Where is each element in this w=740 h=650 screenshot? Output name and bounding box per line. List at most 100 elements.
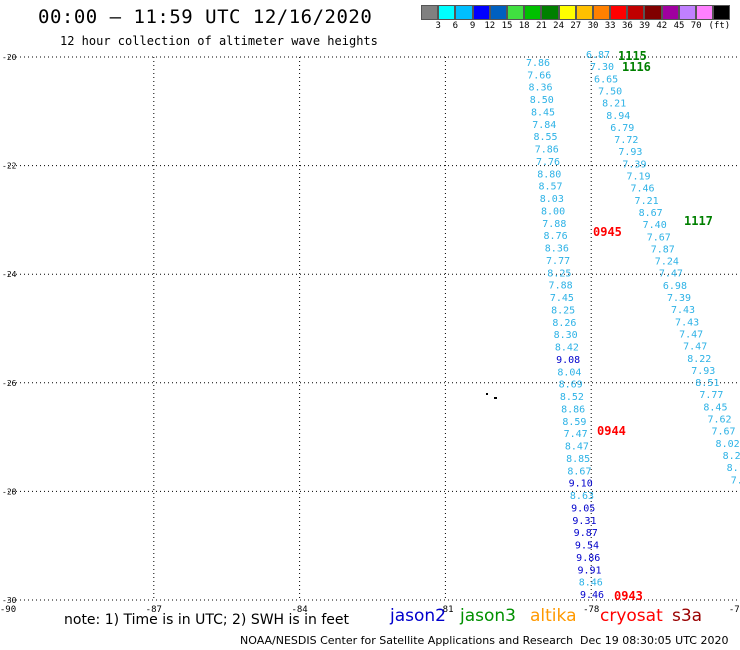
swh-value-b: 8.02 xyxy=(716,439,740,450)
swh-value-b: 8.94 xyxy=(606,111,630,122)
swh-value-b: 7.50 xyxy=(598,86,622,97)
map-subtitle: 12 hour collection of altimeter wave hei… xyxy=(60,34,378,48)
legend-label: 21 xyxy=(535,21,547,31)
swh-value-a: 8.86 xyxy=(561,404,585,415)
swh-value-a: 7.88 xyxy=(549,281,573,292)
swh-value-a: 9.05 xyxy=(571,503,595,514)
swh-value-a: 8.46 xyxy=(579,578,603,589)
swh-value-b: 6.79 xyxy=(610,123,634,134)
swh-value-b: 7.24 xyxy=(655,257,679,268)
legend-swatch xyxy=(575,5,593,20)
swh-value-b: 8.51 xyxy=(695,378,719,389)
swh-value-b: 8.2 xyxy=(723,451,740,462)
swh-value-b: 7.43 xyxy=(671,305,695,316)
swh-value-b: 7.47 xyxy=(683,342,707,353)
legend-swatch xyxy=(696,5,714,20)
swh-value-a: 8.04 xyxy=(557,367,581,378)
legend-label: 39 xyxy=(639,21,651,31)
swh-value-b: 7.72 xyxy=(614,135,638,146)
swh-value-b: 7.40 xyxy=(643,220,667,231)
swh-value-b: 8.67 xyxy=(639,208,663,219)
swh-value-b: 7.87 xyxy=(651,244,675,255)
swh-value-a: 9.31 xyxy=(572,516,596,527)
swh-value-b: 8.1 xyxy=(727,463,740,474)
color-legend xyxy=(421,5,731,20)
swh-value-b: 7.47 xyxy=(679,329,703,340)
swh-value-b: 6.65 xyxy=(594,74,618,85)
legend-swatch xyxy=(627,5,645,20)
credit-line: NOAA/NESDIS Center for Satellite Applica… xyxy=(240,634,574,647)
swh-value-b: 7.47 xyxy=(659,269,683,280)
x-tick-label: -84 xyxy=(291,605,307,615)
y-tick-label: -22 xyxy=(2,162,17,171)
swh-value-a: 8.59 xyxy=(562,417,586,428)
legend-swatch xyxy=(541,5,559,20)
swh-value-a: 8.36 xyxy=(545,244,569,255)
swh-value-a: 9.08 xyxy=(556,355,580,366)
swh-value-b: 7.46 xyxy=(631,184,655,195)
swh-value-a: 9.10 xyxy=(569,479,593,490)
legend-swatch xyxy=(592,5,611,20)
swh-value-a: 8.36 xyxy=(528,83,552,94)
generation-timestamp: Dec 19 08:30:05 UTC 2020 xyxy=(580,634,729,647)
swh-value-a: 8.50 xyxy=(530,95,554,106)
swh-value-a: 8.69 xyxy=(559,380,583,391)
legend-label: 15 xyxy=(501,21,513,31)
swh-value-b: 8.45 xyxy=(703,402,727,413)
legend-label: 6 xyxy=(452,21,459,31)
swh-value-a: 8.80 xyxy=(537,169,561,180)
swh-value-a: 8.00 xyxy=(541,206,565,217)
legend-label: 45 xyxy=(673,21,685,31)
swh-value-a: 7.77 xyxy=(546,256,570,267)
legend-label: 27 xyxy=(570,21,582,31)
legend-swatch xyxy=(678,5,696,20)
swh-value-a: 7.45 xyxy=(550,293,574,304)
legend-swatch xyxy=(558,5,576,20)
swh-value-a: 8.47 xyxy=(565,442,589,453)
swh-value-a: 7.86 xyxy=(535,145,559,156)
footer-note: note: 1) Time is in UTC; 2) SWH is in fe… xyxy=(64,612,350,628)
swh-value-b: 7.39 xyxy=(622,159,646,170)
x-tick-label: -75 xyxy=(729,605,740,615)
swh-value-a: 9.87 xyxy=(574,528,598,539)
swh-value-a: 7.76 xyxy=(536,157,560,168)
legend-swatch xyxy=(661,5,679,20)
y-tick-label: -24 xyxy=(2,270,17,279)
swh-value-b: 7.93 xyxy=(618,147,642,158)
legend-label: 18 xyxy=(518,21,530,31)
legend-swatch xyxy=(472,5,490,20)
swh-value-a: 8.25 xyxy=(551,305,575,316)
pass-time-label: 0945 xyxy=(593,225,622,239)
satellite-label: jason2 xyxy=(390,606,446,626)
satellite-label: altika xyxy=(530,606,577,626)
satellite-label: cryosat xyxy=(600,606,663,626)
swh-value-b: 7.9 xyxy=(731,475,740,486)
legend-swatch xyxy=(610,5,628,20)
legend-label: 70 xyxy=(690,21,702,31)
x-tick-label: -90 xyxy=(0,605,16,615)
swh-value-b: 7.77 xyxy=(699,390,723,401)
legend-label: 12 xyxy=(484,21,496,31)
swh-value-a: 8.30 xyxy=(554,330,578,341)
x-tick-label: -87 xyxy=(146,605,162,615)
pass-time-label: 1115 xyxy=(618,49,647,63)
legend-swatch xyxy=(506,5,525,20)
swh-value-b: 7.39 xyxy=(667,293,691,304)
satellite-label: s3a xyxy=(672,606,703,626)
legend-label: 33 xyxy=(604,21,616,31)
color-legend-labels: 3 6 9 12 15 18 21 24 27 30 33 36 39 42 45 70 (ft) xyxy=(421,21,739,35)
swh-value-b: 7.67 xyxy=(712,427,736,438)
swh-value-a: 7.47 xyxy=(564,429,588,440)
swh-value-a: 8.55 xyxy=(533,132,557,143)
swh-value-b: 8.21 xyxy=(602,99,626,110)
swh-value-a: 9.91 xyxy=(577,565,601,576)
satellite-label: jason3 xyxy=(460,606,516,626)
swh-value-a: 8.03 xyxy=(540,194,564,205)
legend-swatch xyxy=(438,5,456,20)
swh-value-b: 7.19 xyxy=(626,172,650,183)
swh-value-a: 7.66 xyxy=(527,70,551,81)
pass-time-label: 1117 xyxy=(684,214,713,228)
swh-value-a: 8.26 xyxy=(552,318,576,329)
swh-value-a: 8.85 xyxy=(566,454,590,465)
